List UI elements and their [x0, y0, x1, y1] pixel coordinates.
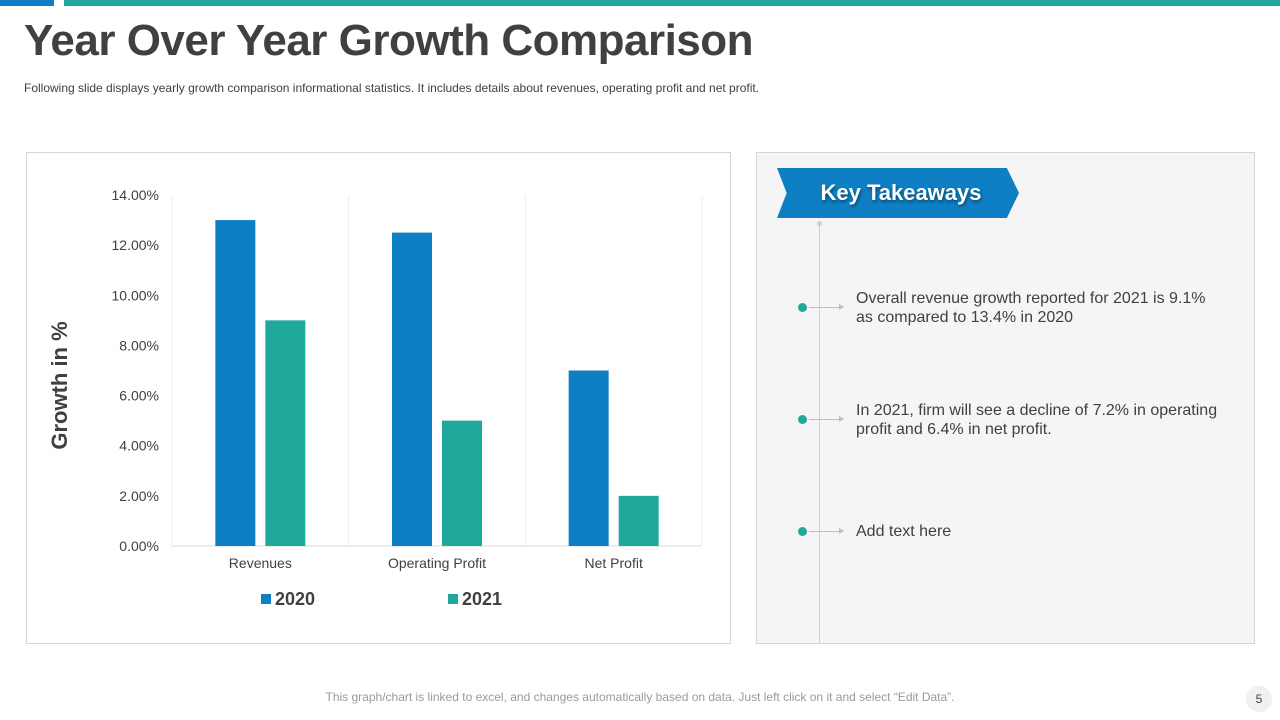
- legend-label-2020: 2020: [275, 589, 315, 609]
- bullet-dot-icon: [798, 527, 807, 536]
- top-accent-bar-right: [64, 0, 1280, 6]
- bar-2020-operating-profit: [392, 232, 432, 546]
- y-tick-label: 4.00%: [119, 438, 159, 454]
- takeaway-text: Overall revenue growth reported for 2021…: [856, 290, 1206, 326]
- timeline-line: [819, 223, 820, 643]
- y-axis-title: Growth in %: [47, 321, 72, 449]
- chart-panel[interactable]: 0.00% 2.00% 4.00% 6.00% 8.00% 10.00% 12.00% 14.…: [26, 152, 731, 644]
- key-takeaways-banner: Key Takeaways: [777, 168, 1019, 218]
- y-tick-label: 14.00%: [112, 187, 159, 203]
- legend-label-2021: 2021: [462, 589, 502, 609]
- legend-swatch-2021: [448, 594, 458, 604]
- timeline-start-dot: [817, 221, 822, 226]
- takeaway-text: In 2021, firm will see a decline of 7.2%…: [856, 402, 1218, 438]
- x-category-label: Operating Profit: [388, 555, 486, 571]
- footer-note: This graph/chart is linked to excel, and…: [325, 690, 955, 704]
- key-takeaways-heading: Key Takeaways: [820, 180, 982, 205]
- arrow-right-icon: [809, 416, 844, 422]
- x-category-label: Revenues: [229, 555, 292, 571]
- x-category-label: Net Profit: [584, 555, 642, 571]
- bullet-dot-icon: [798, 415, 807, 424]
- arrow-right-icon: [809, 304, 844, 310]
- y-tick-label: 8.00%: [119, 337, 159, 353]
- y-tick-label: 2.00%: [119, 488, 159, 504]
- legend-swatch-2020: [261, 594, 271, 604]
- takeaway-text: Add text here: [856, 523, 952, 540]
- y-tick-label: 12.00%: [112, 237, 159, 253]
- y-tick-label: 10.00%: [112, 287, 159, 303]
- bar-2021-revenues: [265, 320, 306, 546]
- y-tick-label: 6.00%: [119, 388, 159, 404]
- growth-bar-chart[interactable]: 0.00% 2.00% 4.00% 6.00% 8.00% 10.00% 12.00% 14.…: [27, 153, 732, 645]
- bar-2020-revenues: [215, 220, 256, 547]
- page-title: Year Over Year Growth Comparison: [24, 16, 754, 65]
- takeaways-panel: Key Takeaways Overall revenue growth rep…: [756, 152, 1255, 644]
- y-tick-label: 0.00%: [119, 538, 159, 554]
- bullet-dot-icon: [798, 303, 807, 312]
- page-subtitle: Following slide displays yearly growth c…: [24, 81, 760, 95]
- bar-2021-net-profit: [618, 495, 659, 546]
- arrow-right-icon: [809, 528, 844, 534]
- bar-2020-net-profit: [568, 370, 609, 546]
- top-accent-bar-left: [0, 0, 54, 6]
- page-number: 5: [1246, 686, 1272, 712]
- bar-2021-operating-profit: [442, 420, 482, 546]
